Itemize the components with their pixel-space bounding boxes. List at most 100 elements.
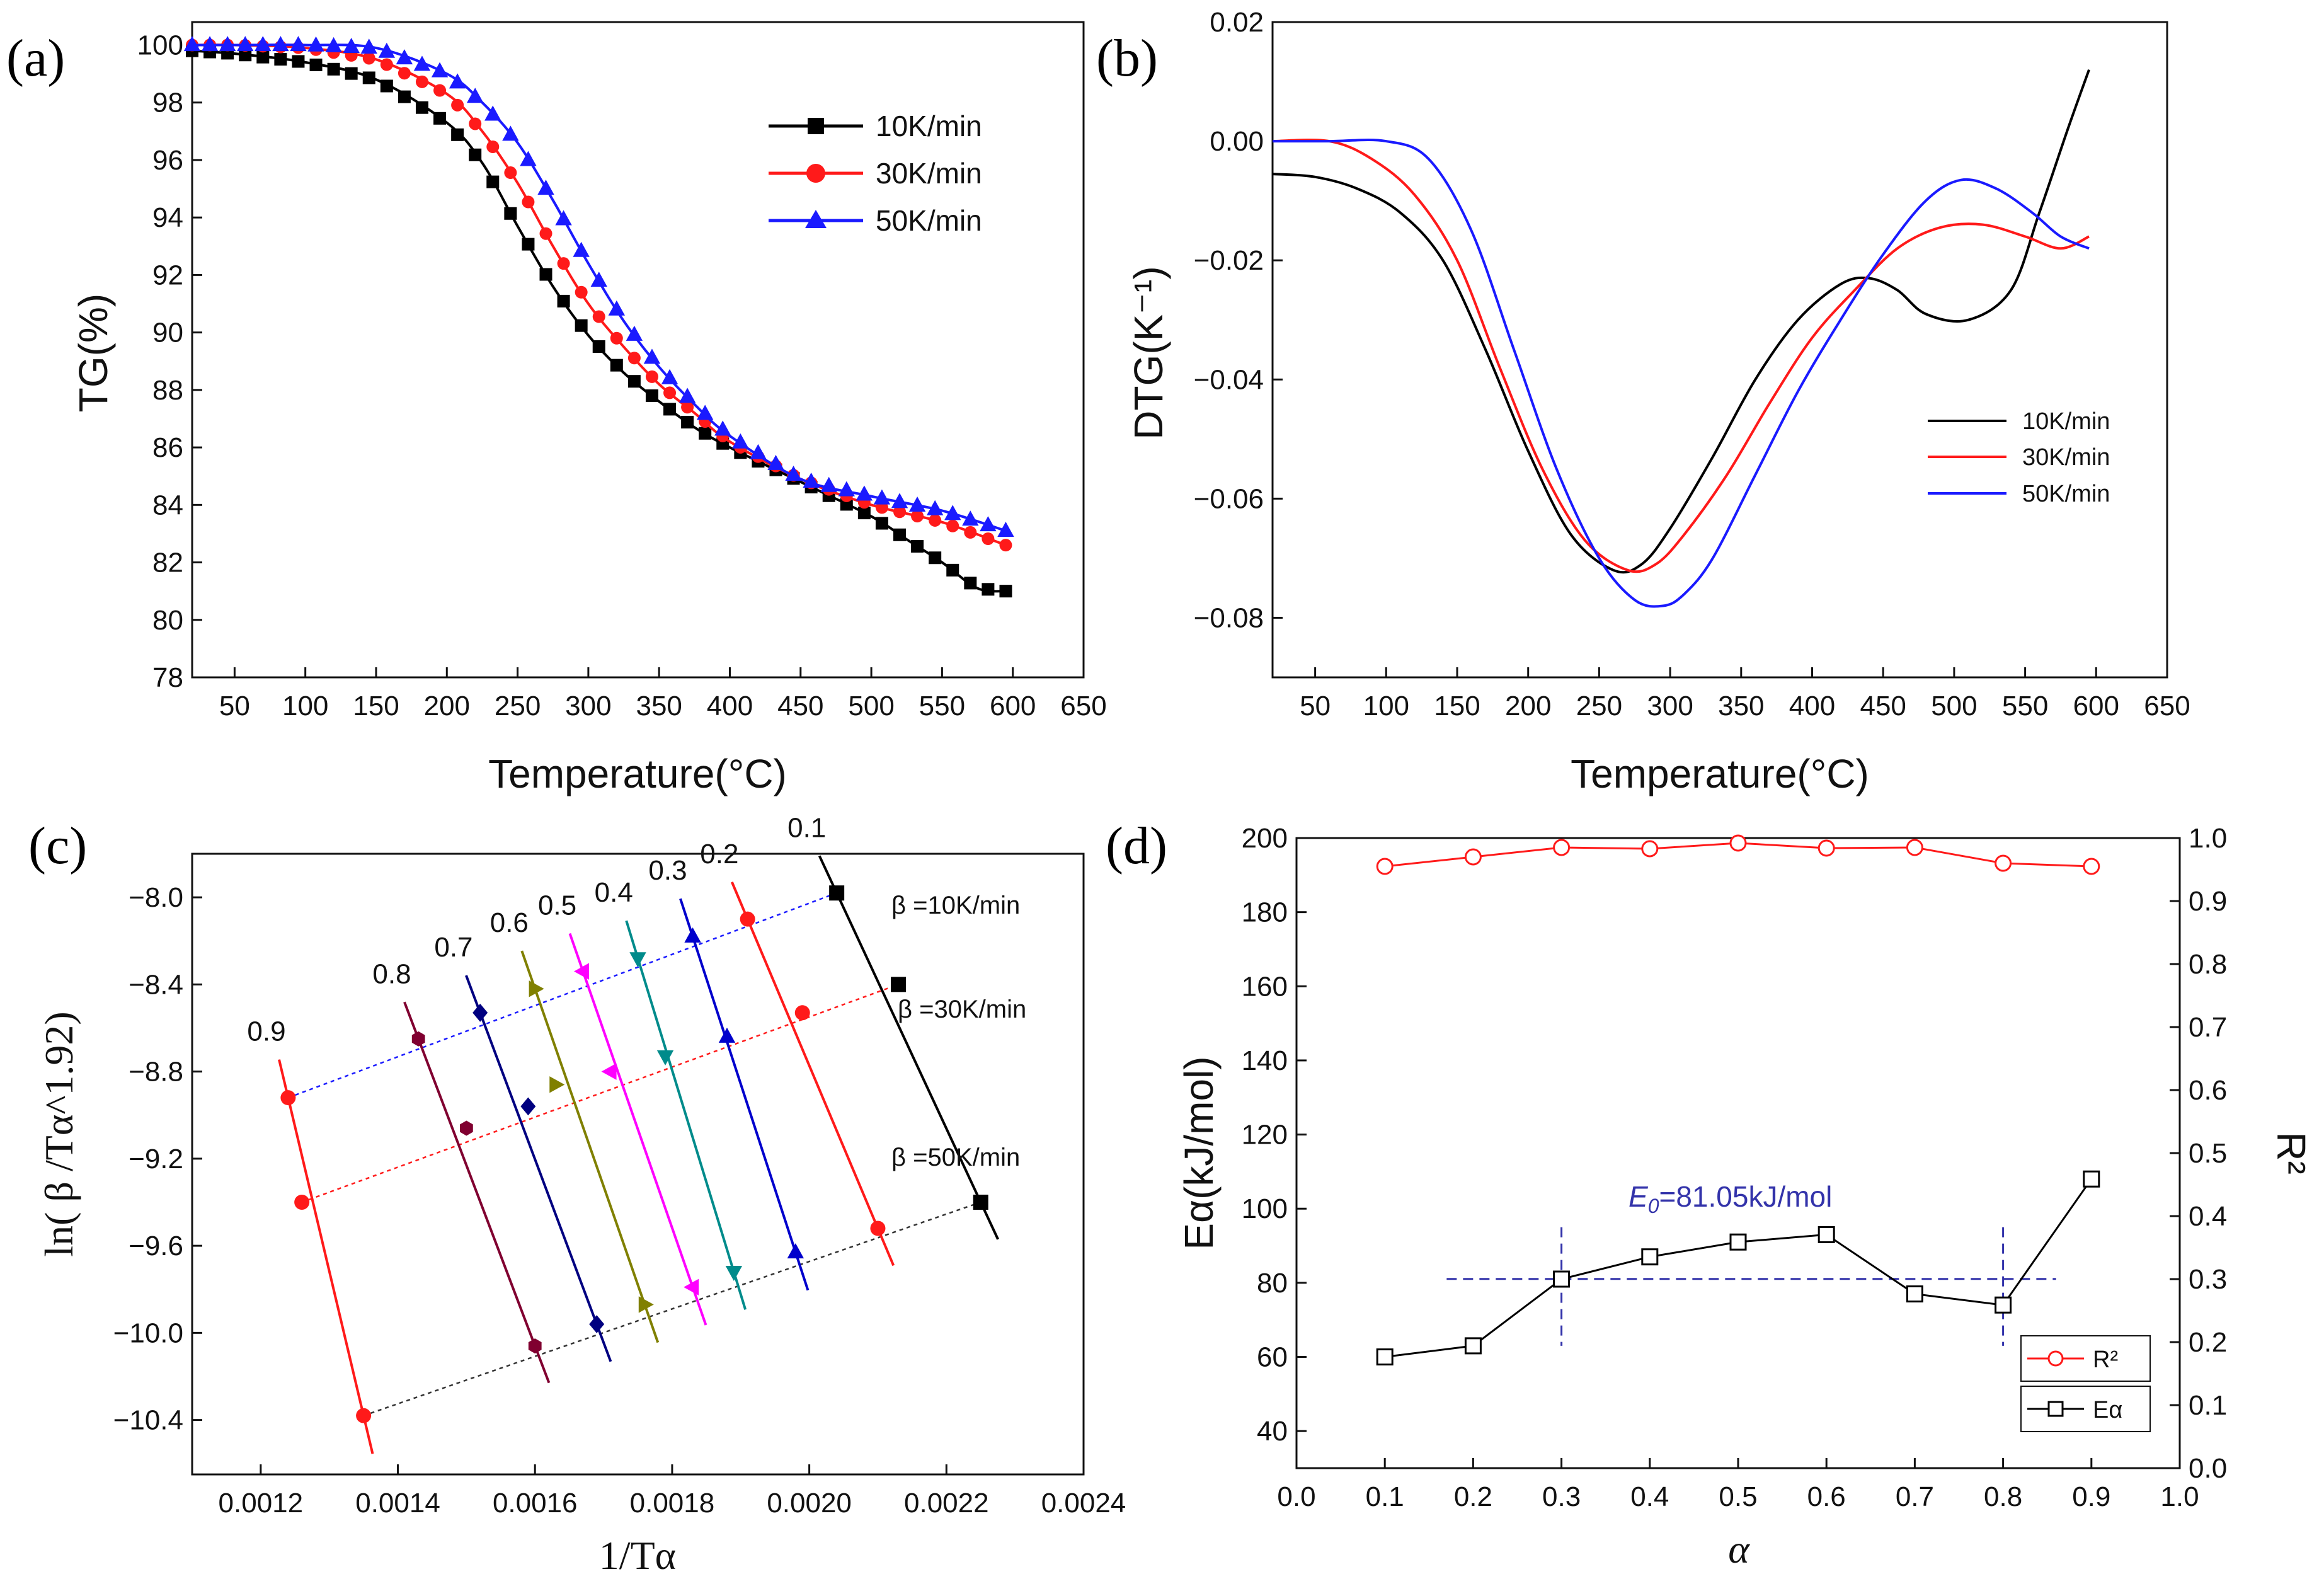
y-tick-label: −0.08 (1194, 602, 1264, 633)
series-line-50K/min (1273, 139, 2090, 608)
x-tick-label: 400 (1789, 691, 1835, 721)
data-point-10K/min (645, 389, 658, 402)
alpha-label: 0.6 (490, 907, 529, 938)
data-point-alpha-0.4 (656, 1050, 674, 1065)
data-point-50K/min (413, 55, 431, 71)
data-point-50K/min (360, 38, 377, 54)
x-tick-label: 300 (565, 691, 611, 721)
data-point-10K/min (539, 268, 552, 281)
data-point-50K/min (343, 38, 360, 54)
y-tick-label: 100 (137, 30, 183, 60)
data-point-alpha-0.8 (411, 1031, 425, 1047)
data-point-50K/min (467, 88, 484, 103)
data-point-Eα (1376, 1348, 1394, 1366)
data-point-10K/min (999, 585, 1012, 598)
x-tick-label: 50 (1300, 691, 1331, 721)
fit-line-alpha-0.8 (403, 1001, 551, 1384)
data-point-10K/min (911, 540, 924, 553)
data-point-50K/min (767, 454, 784, 470)
panel-c-beta-50k: β =50K/min (891, 1144, 1020, 1171)
alpha-label: 0.7 (434, 932, 472, 963)
panel-a-legend: 10K/min 30K/min 50K/min (769, 110, 982, 237)
data-point-30K/min (433, 84, 447, 97)
x-tick-label: 0.1 (1366, 1481, 1404, 1512)
x-tick-label: 600 (990, 691, 1036, 721)
x-tick-label: 100 (1363, 691, 1409, 721)
x-tick-label: 0.3 (1542, 1481, 1581, 1512)
data-point-50K/min (555, 210, 572, 226)
x-tick-label: 0.0022 (904, 1488, 989, 1519)
data-point-R² (1906, 839, 1923, 856)
data-point-50K/min (449, 73, 466, 89)
y2-tick-label: 0.6 (2189, 1075, 2227, 1106)
y-tick-label: 40 (1257, 1416, 1288, 1447)
data-point-30K/min (575, 285, 588, 299)
data-point-10K/min (592, 340, 605, 353)
y-tick-label: −8.8 (129, 1057, 183, 1088)
x-tick-label: 0.8 (1984, 1481, 2022, 1512)
data-point-R² (1729, 834, 1747, 852)
x-tick-label: 1.0 (2160, 1481, 2199, 1512)
fit-line-alpha-0.7 (465, 975, 612, 1362)
x-tick-label: 600 (2073, 691, 2119, 721)
data-point-alpha-0.5 (601, 1063, 617, 1080)
y2-tick-label: 0.2 (2189, 1327, 2227, 1358)
panel-a-x-axis-label: Temperature(°C) (488, 751, 787, 796)
y-tick-label: −8.4 (129, 969, 183, 1000)
x-tick-label: 400 (707, 691, 753, 721)
data-point-30K/min (398, 67, 411, 80)
data-point-10K/min (469, 148, 482, 161)
panel-a-legend-10k: 10K/min (876, 110, 982, 142)
panel-b-x-axis-label: Temperature(°C) (1571, 751, 1869, 796)
data-point-alpha-0.2 (794, 1005, 810, 1021)
data-point-30K/min (557, 257, 570, 270)
fit-line-alpha-0.6 (520, 950, 660, 1343)
panel-b-y-ticks: 0.02 0.00 −0.02 −0.04 −0.06 −0.08 (1194, 7, 1283, 633)
y-tick-label: 88 (152, 375, 183, 406)
e0-symbol: E (1629, 1180, 1649, 1213)
data-point-Eα (1906, 1285, 1923, 1303)
data-point-10K/min (663, 403, 677, 416)
data-point-50K/min (696, 405, 714, 420)
data-point-alpha-0.7 (520, 1097, 536, 1116)
data-point-50K/min (272, 36, 289, 52)
panel-c-series: 0.1 0.2 0.3 0.4 0.5 0.6 0.7 0.8 0.9 (247, 812, 999, 1454)
data-point-30K/min (999, 539, 1012, 552)
y-tick-label: 80 (152, 605, 183, 636)
panel-c-x-ticks: 0.0012 0.0014 0.0016 0.0018 0.0020 0.0022 0.00… (219, 1464, 1126, 1519)
data-point-50K/min (431, 62, 449, 78)
panel-c-label: (c) (28, 817, 87, 875)
data-point-50K/min (608, 300, 626, 316)
legend-marker-30k (806, 164, 825, 183)
data-point-Eα (2083, 1170, 2100, 1188)
data-point-10K/min (681, 415, 694, 428)
data-point-10K/min (893, 528, 907, 541)
panel-d-legend: R² Eα (2020, 1335, 2151, 1432)
data-point-Eα (1729, 1233, 1747, 1251)
data-point-R² (1553, 839, 1571, 856)
data-point-alpha-0.8 (528, 1338, 542, 1354)
data-point-50K/min (908, 497, 926, 512)
panel-c-y-axis-label: ln( β /Tα^1.92) (37, 1011, 81, 1256)
data-point-50K/min (873, 489, 891, 505)
data-point-50K/min (396, 49, 413, 65)
data-point-alpha-0.5 (684, 1278, 699, 1295)
panel-a-legend-30k: 30K/min (876, 157, 982, 190)
data-point-50K/min (237, 36, 254, 52)
panel-d-y-axis-label: Eα(kJ/mol) (1176, 1056, 1222, 1249)
data-point-Eα (1817, 1226, 1835, 1243)
y-tick-label: 86 (152, 432, 183, 463)
panel-a-plot-frame (191, 21, 1085, 679)
data-point-30K/min (946, 519, 959, 532)
y-tick-label: 100 (1242, 1193, 1288, 1224)
x-tick-label: 0.0020 (767, 1488, 852, 1519)
data-point-50K/min (643, 348, 661, 364)
legend-marker-10k (808, 118, 824, 134)
panel-d-legend-r2: R² (2093, 1347, 2118, 1373)
x-tick-label: 0.0012 (219, 1488, 304, 1519)
data-point-10K/min (504, 207, 517, 220)
data-point-50K/min (378, 42, 396, 58)
panel-c-beta-10k: β =10K/min (891, 892, 1020, 919)
